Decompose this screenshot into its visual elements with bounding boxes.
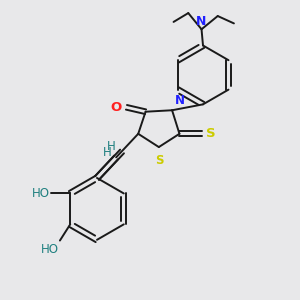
Text: HO: HO [40,244,58,256]
Text: H: H [103,146,112,159]
Text: N: N [196,15,207,28]
Text: O: O [111,101,122,114]
Text: S: S [155,154,164,166]
Text: HO: HO [32,187,50,200]
Text: S: S [206,127,216,140]
Text: N: N [174,94,184,107]
Text: H: H [106,140,115,153]
